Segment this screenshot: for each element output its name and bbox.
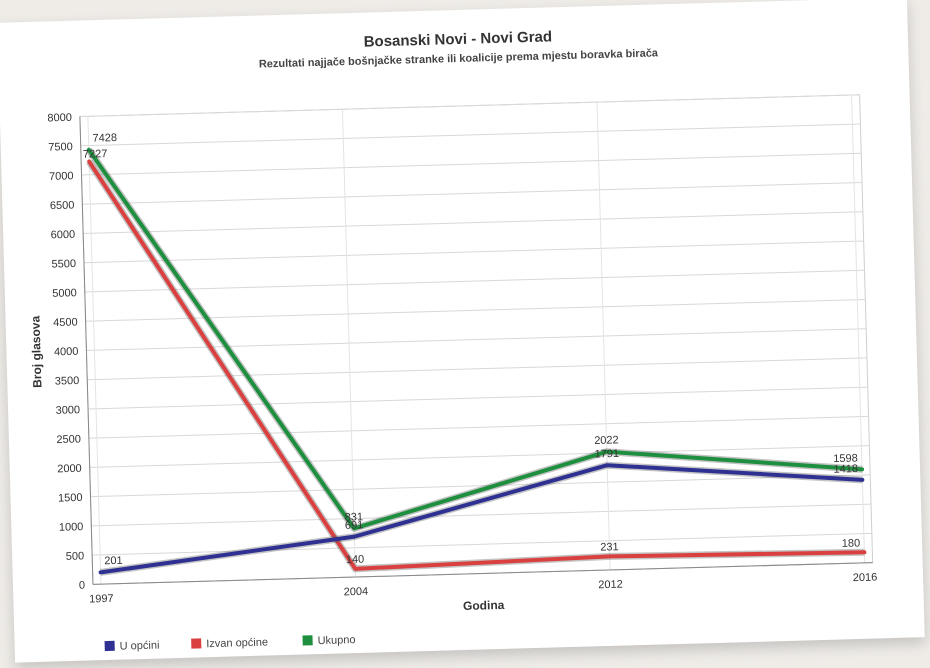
legend-label: U općini [120,640,160,653]
y-tick-label: 3000 [55,404,80,417]
vertical-grid-line [87,116,102,585]
data-label: 180 [842,537,861,550]
grid-line [80,123,861,147]
x-axis-line [92,562,873,585]
y-tick-label: 4500 [53,316,78,329]
y-tick-label: 3500 [55,375,80,388]
data-label: 7227 [83,148,108,161]
x-tick-label: 2016 [853,571,878,584]
y-axis-line [79,116,94,585]
y-tick-label: 7000 [49,170,74,183]
data-label: 1598 [833,452,858,465]
series-line [98,463,865,575]
grid-lines [79,94,873,585]
data-label: 7428 [92,132,117,145]
x-axis-title: Godina [463,598,505,613]
y-tick-label: 5000 [52,287,77,300]
data-label: 201 [104,555,123,568]
grid-line [81,152,862,176]
legend-swatch [104,640,115,652]
y-tick-label: 6500 [50,199,75,212]
data-label: 2022 [594,434,619,447]
vertical-grid-line [851,94,866,563]
y-tick-label: 5500 [51,258,76,271]
legend-swatch [302,635,313,646]
grid-line [88,386,868,410]
data-label: 1791 [594,448,619,461]
grid-line [89,445,870,468]
grid-line [87,357,867,381]
grid-line [88,415,869,439]
axes: 0 500 1000 1500 2000 2500 3000 3500 4000 4500 5000… [47,112,878,606]
grid-line [85,298,866,322]
series-lines [85,147,867,576]
legend-label: Ukupno [317,634,355,647]
grid-line [90,474,871,498]
legend-swatch [191,638,202,649]
grid-line [91,503,872,527]
grid-line [83,211,863,235]
grid-line [84,269,865,293]
y-axis-title: Broj glasova [28,315,44,388]
data-label: 691 [345,519,364,532]
data-label: 831 [345,511,364,524]
y-tick-label: 6000 [51,229,76,242]
x-tick-label: 2004 [344,586,369,599]
y-tick-label: 500 [66,550,85,563]
grid-line [82,181,863,205]
data-labels: 201 691 1791 1418 7227 140 231 180 7428 831 2022 15… [83,132,861,568]
y-tick-label: 2500 [56,433,81,446]
x-tick-label: 2012 [598,579,623,592]
y-tick-label: 0 [79,580,85,592]
data-label: 1418 [833,463,858,476]
series-line [87,159,867,571]
y-tick-label: 2000 [57,463,82,476]
y-tick-label: 7500 [48,141,73,154]
chart-subtitle: Rezultati najjače bošnjačke stranke ili … [259,47,659,70]
grid-line [79,94,860,118]
series-line [86,147,865,531]
y-tick-label: 8000 [47,112,72,125]
data-label: 231 [600,541,619,554]
x-tick-label: 1997 [89,593,114,606]
grid-line [92,532,872,556]
y-tick-label: 1000 [59,521,84,534]
y-tick-label: 1500 [58,492,83,505]
vertical-grid-line [341,109,357,578]
legend-label: Izvan općine [206,637,268,651]
vertical-grid-line [596,102,611,570]
legend: U općini Izvan općine Ukupno [104,634,356,653]
y-tick-label: 4000 [54,346,79,359]
grid-line [83,240,864,264]
grid-line [86,328,867,351]
chart-title: Bosanski Novi - Novi Grad [363,28,552,50]
data-label: 140 [346,554,365,567]
